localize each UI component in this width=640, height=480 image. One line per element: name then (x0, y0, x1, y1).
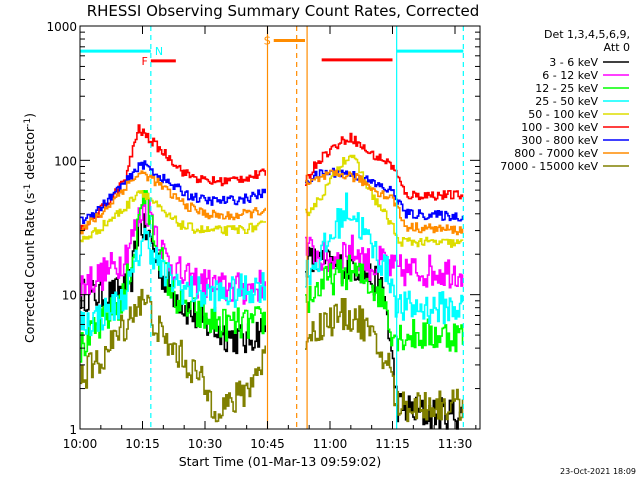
chart-title: RHESSI Observing Summary Count Rates, Co… (87, 2, 480, 20)
series-line-4 (80, 154, 464, 248)
y-axis-label: Corrected Count Rate (s-1 detector-1) (22, 113, 37, 343)
flags-layer: FNS (80, 34, 464, 68)
y-axis-label-part3: ) (22, 113, 37, 118)
legend-entry-label: 300 - 800 keV (521, 134, 598, 147)
x-tick-label: 11:15 (375, 437, 410, 451)
series-line-3 (80, 192, 464, 337)
vline-layer (150, 26, 464, 429)
x-tick-label: 11:30 (438, 437, 473, 451)
y-axis: 1 10 100 1000 (46, 20, 480, 437)
legend-entry-label: 800 - 7000 keV (514, 147, 598, 160)
legend-entry-label: 100 - 300 keV (521, 121, 598, 134)
y-axis-label-part2: detector (22, 126, 37, 184)
y-tick-label: 1 (69, 423, 77, 437)
y-axis-label-part1: Corrected Count Rate (s (22, 193, 37, 343)
x-axis-label: Start Time (01-Mar-13 09:59:02) (179, 454, 382, 469)
legend-header-detectors: Det 1,3,4,5,6,9, (544, 28, 630, 41)
legend-entry-label: 7000 - 15000 keV (500, 160, 598, 173)
legend-entry-label: 25 - 50 keV (535, 95, 598, 108)
x-tick-label: 10:30 (188, 437, 223, 451)
x-tick-label: 10:45 (250, 437, 285, 451)
x-tick-label: 11:00 (313, 437, 348, 451)
legend-entry-label: 12 - 25 keV (535, 82, 598, 95)
series-layer (80, 124, 464, 430)
legend-entry-label: 6 - 12 keV (542, 69, 598, 82)
x-tick-label: 10:00 (63, 437, 98, 451)
flag-code-label: F (142, 55, 148, 68)
x-tick-label: 10:15 (125, 437, 160, 451)
generation-timestamp: 23-Oct-2021 18:09 (560, 467, 636, 476)
series-line-8 (80, 288, 464, 423)
y-tick-label: 100 (54, 154, 77, 168)
y-tick-label: 10 (62, 289, 77, 303)
plot-frame (79, 25, 481, 430)
flag-code-label: N (155, 45, 163, 58)
legend-entry-label: 3 - 6 keV (549, 56, 598, 69)
x-axis: 10:00 10:15 10:30 10:45 11:00 11:15 11:30 (63, 26, 477, 451)
y-axis-label-sup1: -1 (23, 184, 33, 193)
series-line-7 (80, 169, 464, 236)
y-tick-label: 1000 (46, 20, 77, 34)
y-axis-label-sup2: -1 (23, 118, 33, 127)
legend-entry-label: 50 - 100 keV (528, 108, 598, 121)
legend-header-attenuator: Att 0 (604, 41, 630, 54)
